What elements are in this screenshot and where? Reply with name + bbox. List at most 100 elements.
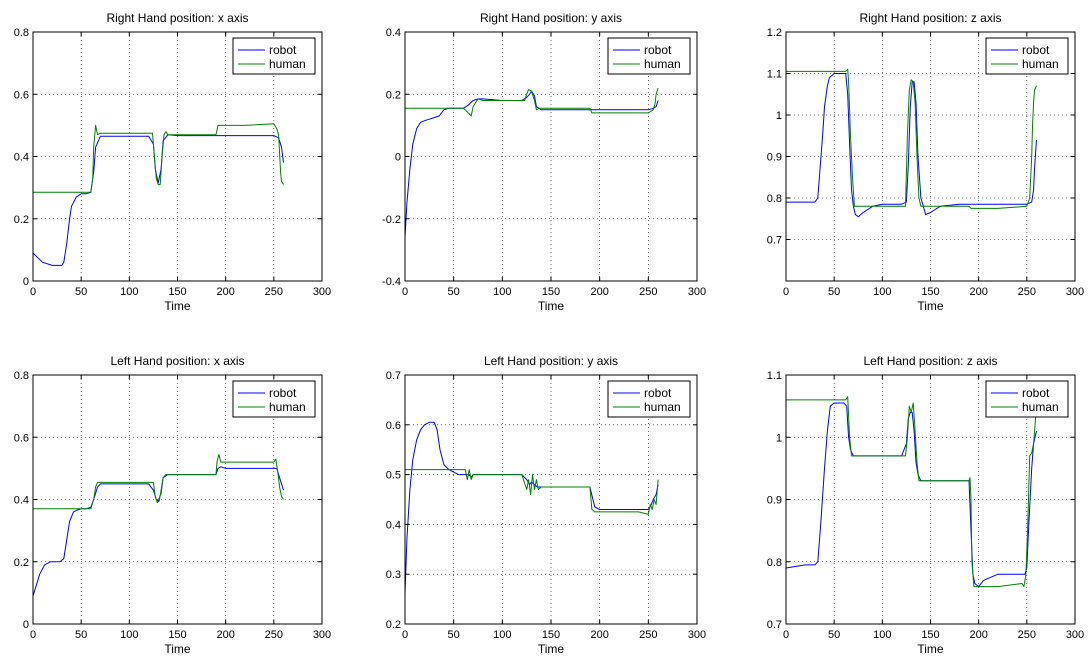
y-tick-label: 0.2 [386,619,401,631]
subplot-3: 0 50 100 150 200 250 300 0.7 0.8 0.9 1 1.1 1.2 Right … [767,11,1084,313]
legend-label-human: human [644,400,681,414]
x-tick-label: 250 [265,629,283,641]
legend-label-robot: robot [644,386,672,400]
x-axis-label: Time [917,299,944,313]
x-tick-label: 50 [448,286,460,298]
y-tick-label: 0 [23,619,29,631]
x-tick-label: 150 [921,286,939,298]
legend-label-human: human [644,57,681,71]
y-tick-label: 1.2 [767,27,782,39]
x-tick-label: 100 [120,286,138,298]
chart-title: Right Hand position: z axis [859,11,1001,25]
legend-label-robot: robot [644,43,672,57]
y-tick-label: 0.9 [767,495,782,507]
subplot-4: 0 50 100 150 200 250 300 0 0.2 0.4 0.6 0.8 Left Hand… [14,354,331,656]
x-tick-label: 0 [783,629,789,641]
x-axis-label: Time [164,299,191,313]
y-tick-label: 0.3 [386,569,401,581]
legend-box [607,380,691,418]
legend-label-human: human [1022,57,1059,71]
y-tick-label: 0.9 [767,152,782,164]
y-tick-label: 0.2 [386,89,401,101]
y-tick-label: 0.7 [767,619,782,631]
y-tick-label: 0.7 [767,235,782,247]
x-tick-label: 150 [921,629,939,641]
x-tick-label: 50 [448,629,460,641]
x-tick-label: 300 [313,629,331,641]
series-line-robot [32,466,284,597]
x-tick-label: 200 [590,629,608,641]
x-tick-label: 300 [1066,286,1084,298]
x-tick-label: 0 [30,629,36,641]
x-tick-label: 300 [688,629,706,641]
y-tick-label: 0.6 [386,420,401,432]
y-tick-label: 0.8 [14,27,29,39]
chart-title: Right Hand position: x axis [106,11,248,25]
y-tick-label: 0.8 [14,370,29,382]
series-line-human [33,453,284,510]
series-line-human [33,123,284,193]
y-tick-label: 1 [776,110,782,122]
legend-box [985,380,1069,418]
legend-box [232,37,316,75]
x-tick-label: 50 [75,286,87,298]
y-tick-label: 0.6 [14,89,29,101]
y-tick-label: 0.5 [386,470,401,482]
x-tick-label: 200 [969,286,987,298]
y-tick-label: 0.2 [14,557,29,569]
subplot-1: 0 50 100 150 200 250 300 0 0.2 0.4 0.6 0.8 Right Han… [14,11,331,313]
y-tick-label: 0.4 [386,519,401,531]
legend-box [607,37,691,75]
x-tick-label: 100 [493,629,511,641]
x-tick-label: 100 [120,629,138,641]
y-tick-label: 0.4 [14,495,29,507]
subplot-5: 0 50 100 150 200 250 300 0.2 0.3 0.4 0.5 0.6 0.7 Left… [386,354,706,656]
x-tick-label: 200 [969,629,987,641]
y-tick-label: 0.7 [386,370,401,382]
x-tick-label: 250 [639,286,657,298]
x-tick-label: 100 [873,629,891,641]
y-tick-label: 0.6 [14,432,29,444]
y-tick-label: 0.4 [386,27,401,39]
x-axis-label: Time [917,642,944,656]
x-tick-label: 0 [783,286,789,298]
legend-box [232,380,316,418]
x-tick-label: 250 [265,286,283,298]
x-tick-label: 0 [30,286,36,298]
y-tick-label: 1.1 [767,370,782,382]
y-tick-label: -0.4 [382,276,401,288]
y-tick-label: -0.2 [382,214,401,226]
x-tick-label: 150 [542,286,560,298]
chart-title: Left Hand position: z axis [863,354,997,368]
series-line-robot [786,73,1037,218]
x-tick-label: 300 [313,286,331,298]
x-axis-label: Time [164,642,191,656]
x-tick-label: 50 [75,629,87,641]
legend-box [985,37,1069,75]
series-line-human [786,396,1037,588]
x-tick-label: 200 [590,286,608,298]
x-tick-label: 100 [493,286,511,298]
x-tick-label: 200 [216,286,234,298]
series-line-robot [404,90,659,238]
x-tick-label: 100 [873,286,891,298]
legend-label-robot: robot [1022,43,1050,57]
x-tick-label: 200 [216,629,234,641]
x-tick-label: 150 [168,286,186,298]
legend-label-human: human [269,57,306,71]
chart-title: Right Hand position: y axis [480,11,622,25]
y-tick-label: 0.8 [767,193,782,205]
y-tick-label: 0 [23,276,29,288]
x-tick-label: 300 [1066,629,1084,641]
x-axis-label: Time [538,299,565,313]
x-tick-label: 50 [828,629,840,641]
series-line-robot [32,134,284,266]
x-tick-label: 0 [402,286,408,298]
chart-title: Left Hand position: y axis [484,354,618,368]
